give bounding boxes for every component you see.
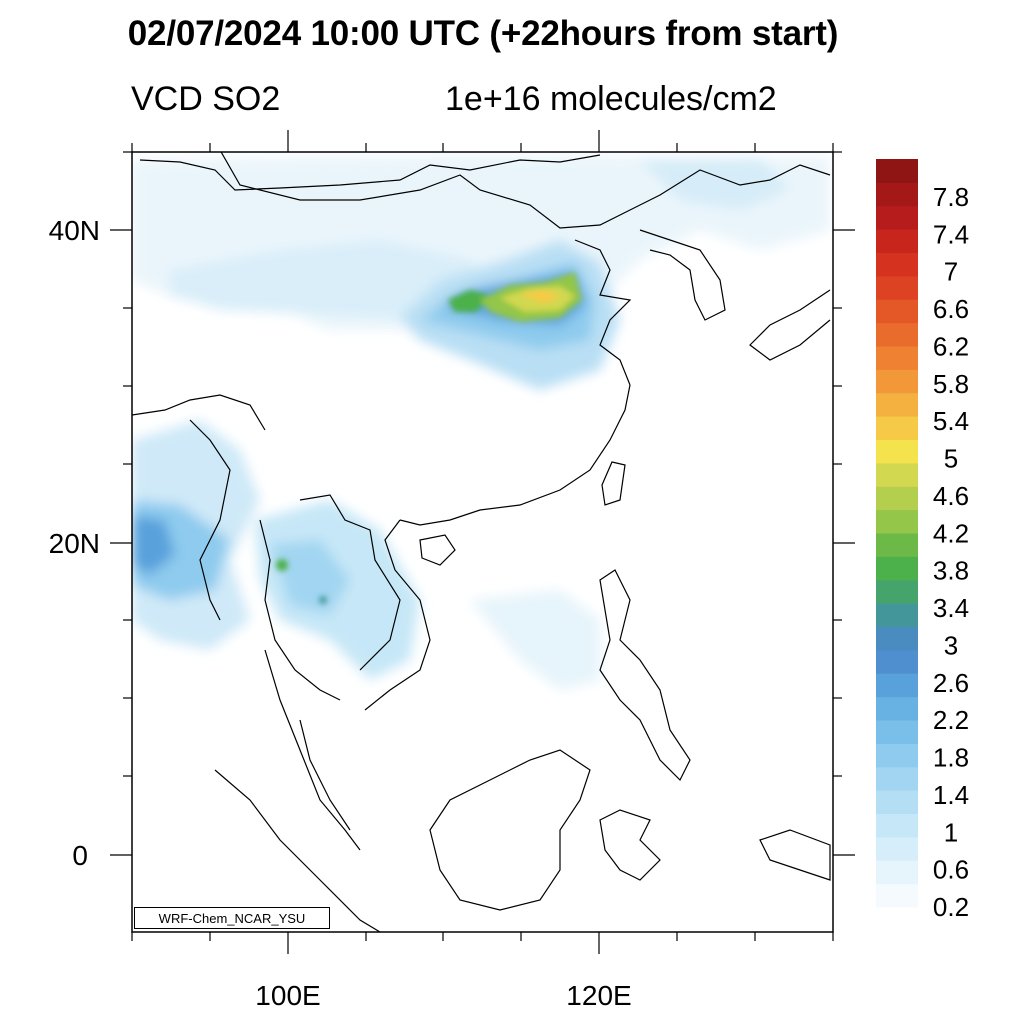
colorbar-swatch xyxy=(876,182,918,207)
colorbar-label: 3.8 xyxy=(933,556,969,586)
colorbar-swatch xyxy=(876,346,918,370)
colorbar-label: 5 xyxy=(944,444,958,474)
colorbar-label: 5.4 xyxy=(933,406,969,436)
colorbar-swatch xyxy=(876,509,918,534)
colorbar-swatch xyxy=(876,369,918,394)
map-title: 02/07/2024 10:00 UTC (+22hours from star… xyxy=(127,14,839,53)
colorbar-swatch xyxy=(876,883,918,908)
colorbar-swatch xyxy=(876,392,918,417)
colorbar-label: 0.2 xyxy=(933,892,969,922)
lon-label-100e: 100E xyxy=(255,980,320,1011)
colorbar-swatch xyxy=(876,159,918,183)
colorbar-swatch xyxy=(876,743,918,768)
colorbar-label: 6.2 xyxy=(933,331,969,361)
colorbar-label: 7 xyxy=(944,257,958,287)
colorbar-labels: 7.8 7.4 7 6.6 6.2 5.8 5.4 5 4.6 4.2 3.8 3.4 3 2.6 2.2 1… xyxy=(933,182,969,922)
model-credit: WRF-Chem_NCAR_YSU xyxy=(134,907,330,929)
colorbar-label: 6.6 xyxy=(933,294,969,324)
colorbar-swatch xyxy=(876,416,918,440)
lat-label-20n: 20N xyxy=(49,528,100,559)
colorbar-label: 1.8 xyxy=(933,743,969,773)
colorbar-swatch xyxy=(876,673,918,698)
colorbar-swatch xyxy=(876,252,918,277)
colorbar-label: 3 xyxy=(944,630,958,660)
colorbar-label: 4.2 xyxy=(933,518,969,548)
axis-ticks xyxy=(110,130,855,954)
colorbar-swatch xyxy=(876,556,918,581)
colorbar-swatch xyxy=(876,579,918,604)
colorbar-swatch xyxy=(876,626,918,651)
colorbar-swatch xyxy=(876,836,918,861)
colorbar-swatch xyxy=(876,533,918,557)
colorbar-swatch xyxy=(876,322,918,347)
colorbar-swatch xyxy=(876,790,918,814)
colorbar-label: 2.2 xyxy=(933,705,969,735)
lat-label-40n: 40N xyxy=(49,215,100,246)
colorbar-swatch xyxy=(876,860,918,885)
lat-label-0: 0 xyxy=(72,840,88,871)
so2-field xyxy=(132,152,833,932)
colorbar-label: 4.6 xyxy=(933,481,969,511)
colorbar-swatch xyxy=(876,813,918,838)
coastlines xyxy=(132,152,831,932)
colorbar-swatch xyxy=(876,720,918,744)
colorbar-label: 1 xyxy=(944,817,958,847)
variable-name: VCD SO2 xyxy=(131,80,281,118)
colorbar-label: 7.4 xyxy=(933,219,969,249)
colorbar-swatch xyxy=(876,486,918,511)
colorbar-swatch xyxy=(876,649,918,674)
lon-label-120e: 120E xyxy=(566,980,631,1011)
colorbar-swatch xyxy=(876,205,918,230)
colorbar-swatch xyxy=(876,299,918,324)
colorbar-swatch xyxy=(876,275,918,300)
colorbar-swatch xyxy=(876,229,918,253)
colorbar-swatch xyxy=(876,439,918,464)
units-label: 1e+16 molecules/cm2 xyxy=(445,80,777,118)
colorbar-swatch xyxy=(876,462,918,487)
colorbar-label: 5.8 xyxy=(933,369,969,399)
colorbar-label: 3.4 xyxy=(933,593,969,623)
colorbar xyxy=(876,159,918,908)
map-frame xyxy=(131,151,834,933)
colorbar-label: 7.8 xyxy=(933,182,969,212)
colorbar-label: 2.6 xyxy=(933,668,969,698)
colorbar-swatch xyxy=(876,696,918,721)
colorbar-swatch xyxy=(876,766,918,791)
colorbar-swatch xyxy=(876,603,918,627)
colorbar-label: 1.4 xyxy=(933,780,969,810)
colorbar-label: 0.6 xyxy=(933,855,969,885)
